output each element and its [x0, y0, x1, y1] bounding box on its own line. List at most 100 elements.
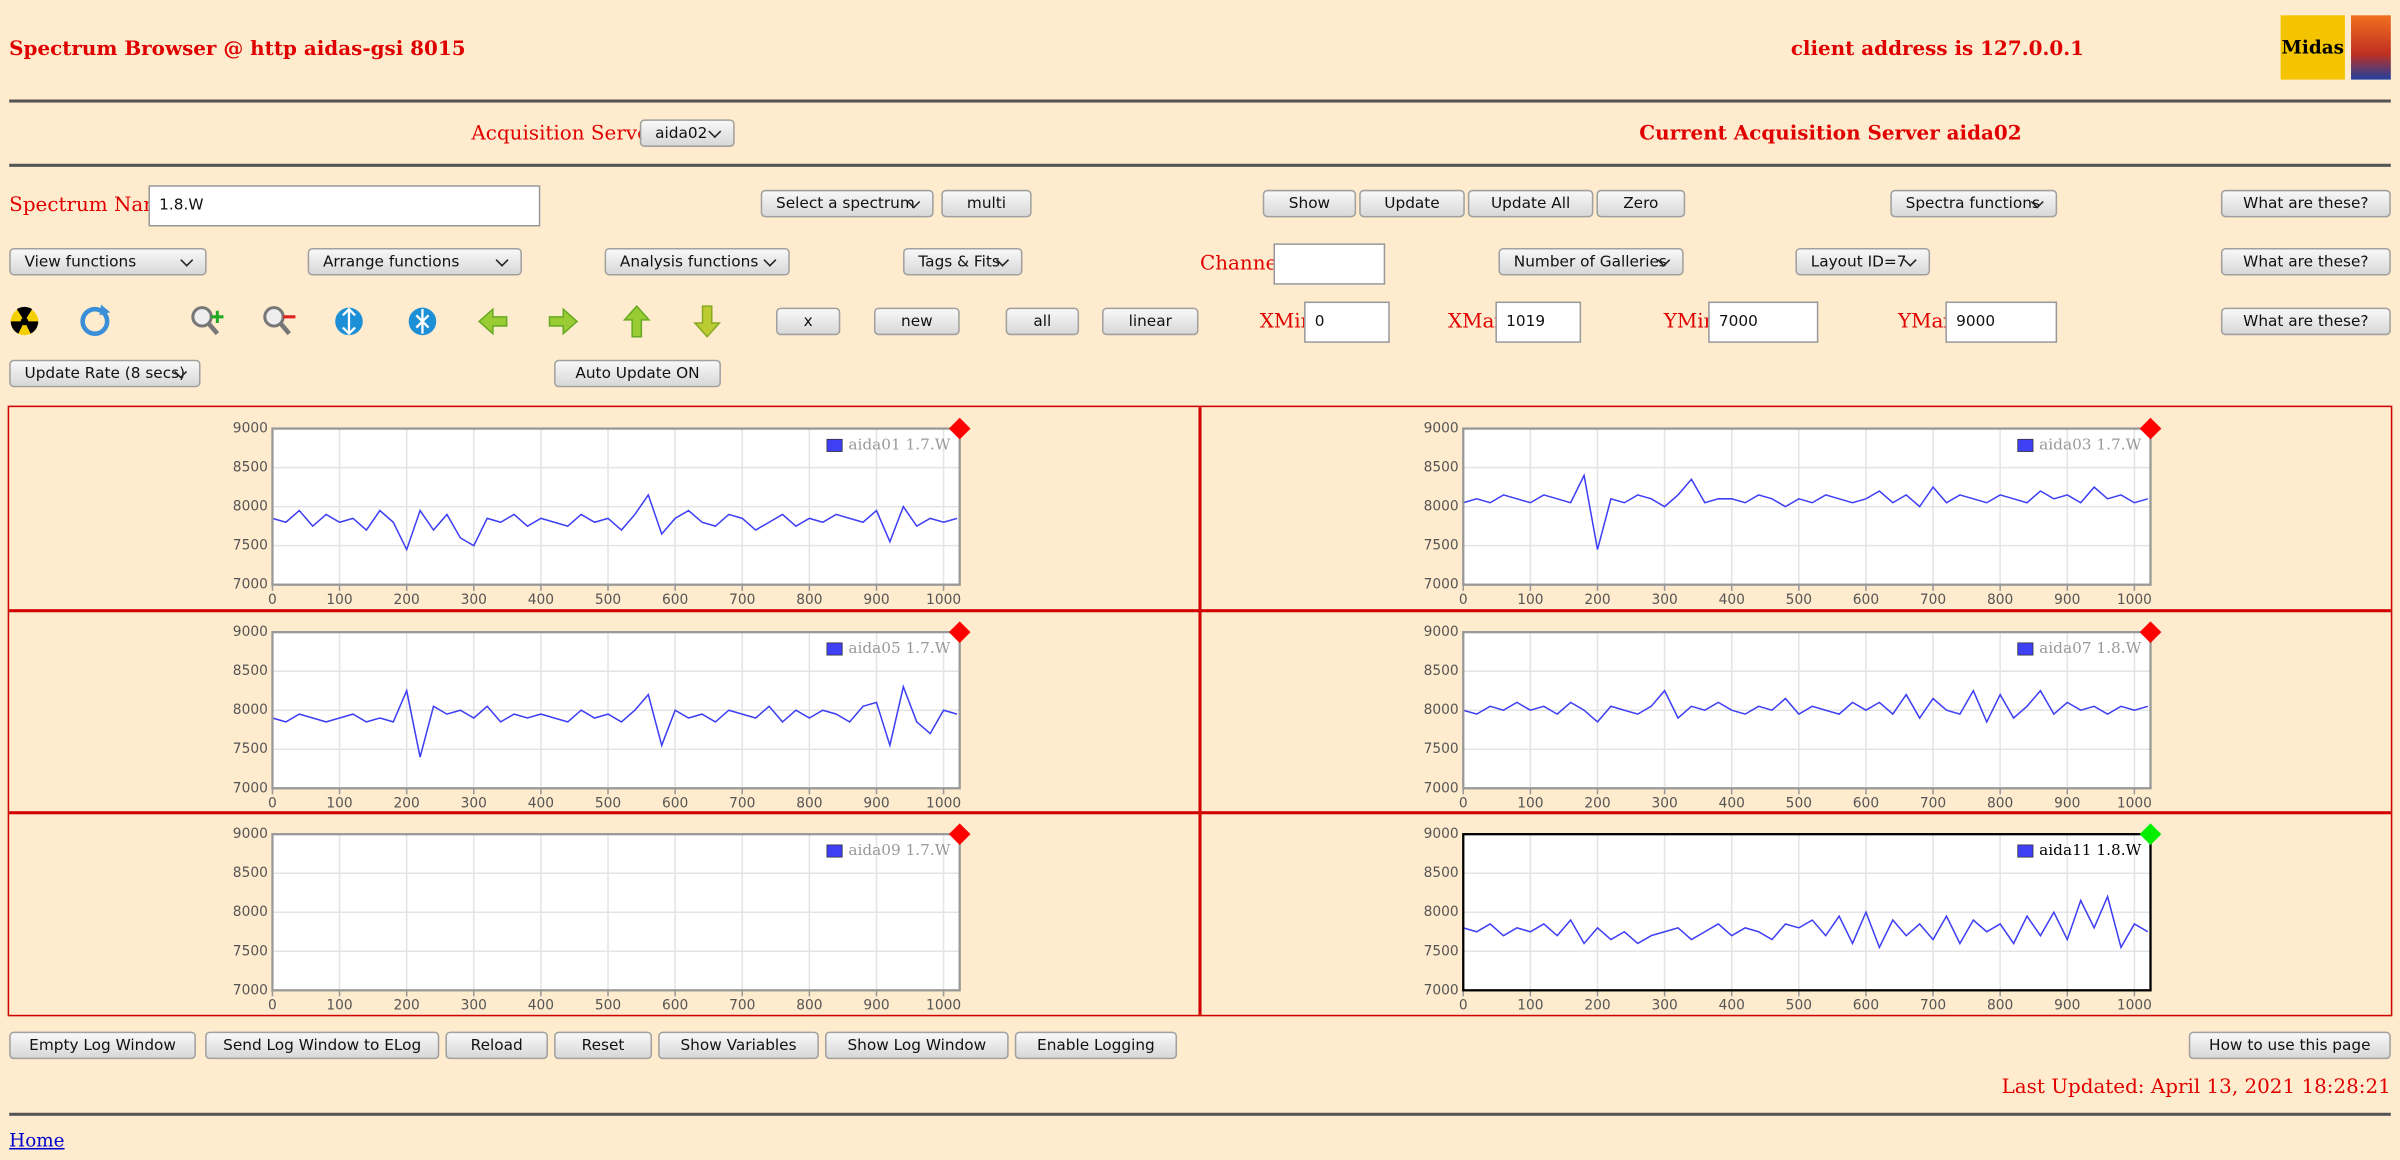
x-button[interactable]: x — [776, 307, 841, 336]
x-tick-label: 300 — [461, 795, 487, 811]
select-spectrum[interactable]: Select a spectrum — [760, 189, 934, 218]
down-arrow-icon[interactable] — [693, 305, 722, 338]
spectrum-line — [1463, 472, 2149, 550]
x-tick-label: 700 — [729, 998, 755, 1014]
footer-button[interactable]: Enable Logging — [1014, 1031, 1178, 1060]
x-tick-label: 1000 — [2117, 592, 2152, 608]
refresh-icon[interactable] — [80, 304, 111, 336]
channel-input[interactable] — [1273, 243, 1386, 285]
x-tick-label: 900 — [2054, 795, 2080, 811]
server-select[interactable]: aida02 — [639, 119, 735, 147]
footer-button[interactable]: Show Log Window — [824, 1031, 1009, 1060]
update-rate[interactable]: Update Rate (8 secs) — [9, 359, 201, 388]
spectrum-chart[interactable]: 0 100 200 300 400 500 600 700 800 900 1000 7000 7500… — [9, 610, 1198, 812]
x-tick-label: 0 — [1459, 998, 1468, 1014]
left-arrow-icon[interactable] — [477, 307, 508, 336]
zoom-in-icon[interactable] — [191, 306, 224, 336]
tags-fits[interactable]: Tags & Fits — [903, 247, 1023, 276]
right-arrow-icon[interactable] — [548, 307, 579, 336]
x-tick-label: 200 — [1584, 795, 1610, 811]
x-tick-label: 700 — [729, 592, 755, 608]
y-tick-label: 7000 — [233, 779, 268, 795]
xmin-input[interactable]: 0 — [1304, 301, 1390, 343]
footer-button[interactable]: Send Log Window to ELog — [205, 1031, 440, 1060]
x-tick-label: 700 — [1920, 998, 1946, 1014]
help-button[interactable]: What are these? — [2220, 189, 2391, 218]
x-tick-label: 200 — [1584, 998, 1610, 1014]
galleries-select[interactable]: Number of Galleries — [1498, 247, 1684, 276]
y-tick-label: 7000 — [1424, 577, 1459, 593]
spectra-functions[interactable]: Spectra functions — [1890, 189, 2058, 218]
x-tick-label: 300 — [1651, 592, 1677, 608]
y-tick-label: 7000 — [233, 982, 268, 998]
x-tick-label: 200 — [394, 592, 420, 608]
legend-swatch — [2017, 641, 2034, 655]
x-tick-label: 100 — [326, 795, 352, 811]
linear-button[interactable]: linear — [1102, 307, 1199, 336]
help-button[interactable]: What are these? — [2220, 307, 2391, 336]
how-to-button[interactable]: How to use this page — [2188, 1031, 2391, 1060]
ymin-label: YMin — [1663, 310, 1717, 334]
xmax-input[interactable]: 1019 — [1495, 301, 1582, 343]
zero-button[interactable]: Zero — [1596, 189, 1686, 218]
x-tick-label: 400 — [1719, 592, 1745, 608]
multi-button[interactable]: multi — [941, 189, 1032, 218]
y-tick-label: 7500 — [233, 740, 268, 756]
x-tick-label: 0 — [268, 998, 277, 1014]
spectrum-chart[interactable]: 0 100 200 300 400 500 600 700 800 900 1000 7000 7500… — [9, 407, 1198, 609]
y-tick-label: 7500 — [1424, 943, 1459, 959]
show-button[interactable]: Show — [1262, 189, 1357, 218]
x-tick-label: 400 — [1719, 795, 1745, 811]
x-tick-label: 800 — [1987, 592, 2013, 608]
y-tick-label: 9000 — [1424, 623, 1459, 639]
spectrum-chart[interactable]: 0 100 200 300 400 500 600 700 800 900 1000 7000 7500… — [1200, 610, 2389, 812]
spectrum-input[interactable]: 1.8.W — [148, 185, 541, 227]
x-tick-label: 700 — [1920, 592, 1946, 608]
x-tick-label: 100 — [1517, 592, 1543, 608]
spectrum-chart[interactable]: 0 100 200 300 400 500 600 700 800 900 1000 7000 7500… — [1200, 407, 2389, 609]
y-tick-label: 7000 — [233, 577, 268, 593]
x-tick-label: 400 — [528, 795, 554, 811]
x-tick-label: 700 — [729, 795, 755, 811]
auto-update-button[interactable]: Auto Update ON — [554, 359, 721, 388]
x-tick-label: 600 — [662, 592, 688, 608]
footer-button[interactable]: Show Variables — [658, 1031, 819, 1060]
x-tick-label: 500 — [1786, 795, 1812, 811]
footer-button[interactable]: Reload — [445, 1031, 548, 1060]
update-button[interactable]: Update — [1359, 189, 1465, 218]
update-all-button[interactable]: Update All — [1467, 189, 1594, 218]
zoom-out-icon[interactable] — [263, 306, 296, 336]
radiation-icon[interactable] — [10, 306, 39, 336]
compress-icon[interactable] — [408, 307, 437, 336]
arrange-functions[interactable]: Arrange functions — [307, 247, 522, 276]
up-arrow-icon[interactable] — [622, 304, 651, 338]
plot-frame — [271, 630, 961, 789]
ymax-input[interactable]: 9000 — [1945, 301, 2058, 343]
x-tick-label: 400 — [528, 592, 554, 608]
current-server: Current Acquisition Server aida02 — [1639, 122, 2022, 146]
view-functions[interactable]: View functions — [9, 247, 207, 276]
spectrum-chart[interactable]: 0 100 200 300 400 500 600 700 800 900 1000 7000 7500… — [9, 813, 1198, 1015]
footer-button[interactable]: Reset — [554, 1031, 653, 1060]
y-tick-label: 8500 — [233, 460, 268, 476]
layout-select[interactable]: Layout ID=7 — [1795, 247, 1931, 276]
x-tick-label: 500 — [595, 795, 621, 811]
new-button[interactable]: new — [873, 307, 960, 336]
x-tick-label: 500 — [595, 592, 621, 608]
toolbar-icons — [10, 304, 722, 338]
spectrum-line — [1463, 688, 2149, 723]
x-tick-label: 600 — [1853, 998, 1879, 1014]
all-button[interactable]: all — [1005, 307, 1080, 336]
home-link[interactable]: Home — [9, 1129, 65, 1152]
x-tick-label: 900 — [863, 795, 889, 811]
analysis-functions[interactable]: Analysis functions — [604, 247, 790, 276]
ymin-input[interactable]: 7000 — [1708, 301, 1819, 343]
expand-icon[interactable] — [335, 307, 363, 336]
x-tick-label: 1000 — [2117, 795, 2152, 811]
y-tick-label: 8000 — [1424, 701, 1459, 717]
help-button[interactable]: What are these? — [2220, 247, 2391, 276]
footer-button[interactable]: Empty Log Window — [9, 1031, 196, 1060]
spectrum-line — [1463, 894, 2149, 950]
spectrum-chart[interactable]: 0 100 200 300 400 500 600 700 800 900 1000 7000 7500… — [1200, 813, 2389, 1015]
